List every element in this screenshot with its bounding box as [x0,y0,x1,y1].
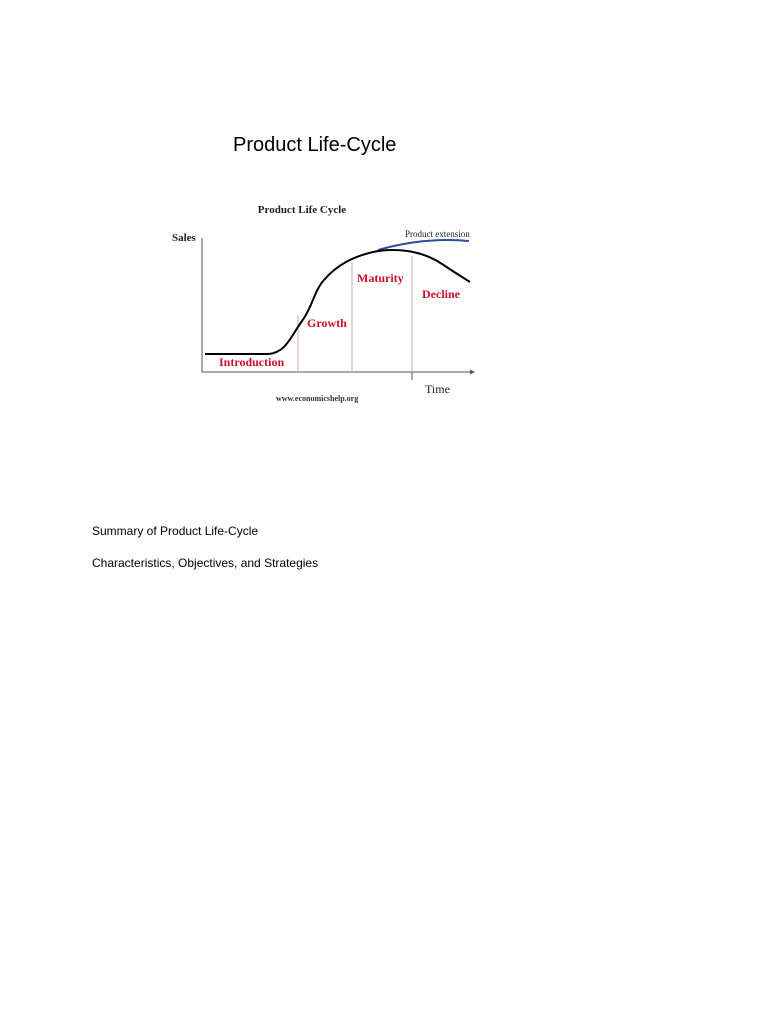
stage-label-decline: Decline [422,287,461,301]
x-axis-label: Time [425,382,450,396]
stage-label-growth: Growth [307,316,347,330]
product-extension-curve [377,239,470,251]
life-cycle-diagram: Product Life Cycle Sales Time Product ex… [172,204,475,403]
product-life-cycle-figure: Product Life Cycle Sales Time Product ex… [164,194,484,410]
y-axis-label: Sales [172,232,197,244]
stage-label-introduction: Introduction [219,355,284,369]
document-heading: Product Life-Cycle [233,134,397,156]
summary-subtitle: Characteristics, Objectives, and Strateg… [92,556,319,570]
x-axis-arrow [470,369,475,375]
figure-title: Product Life Cycle [258,204,347,216]
summary-title: Summary of Product Life-Cycle [92,524,259,538]
product-extension-label: Product extension [405,229,470,239]
stage-label-maturity: Maturity [357,271,404,285]
sales-curve [205,249,471,355]
source-credit: www.economicshelp.org [276,394,358,403]
